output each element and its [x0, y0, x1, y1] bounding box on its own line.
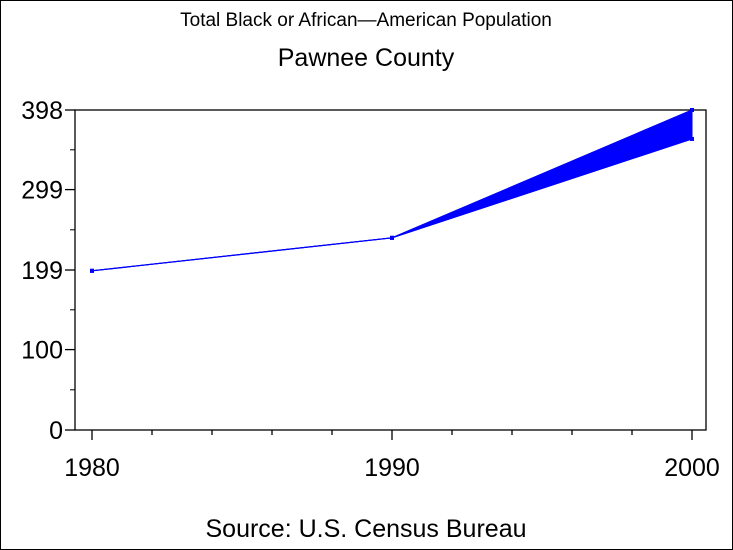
y-tick-label: 199 [21, 257, 63, 285]
x-tick-label: 2000 [664, 454, 720, 482]
chart-title: Total Black or African—American Populati… [180, 10, 552, 31]
y-tick-label: 0 [49, 417, 63, 445]
data-point-low [690, 136, 694, 141]
chart-footnote: Source: U.S. Census Bureau [206, 515, 527, 543]
data-point-high [90, 268, 94, 273]
x-tick-label: 1990 [364, 454, 420, 482]
data-point-high [390, 235, 394, 240]
y-tick-label: 100 [21, 337, 63, 365]
data-point-high [690, 108, 694, 112]
chart-subtitle: Pawnee County [278, 44, 455, 72]
range-band [91, 109, 693, 272]
series-line-high [91, 109, 693, 272]
y-tick-label: 398 [21, 97, 63, 125]
x-tick-label: 1980 [64, 454, 120, 482]
y-tick-label: 299 [21, 177, 63, 205]
